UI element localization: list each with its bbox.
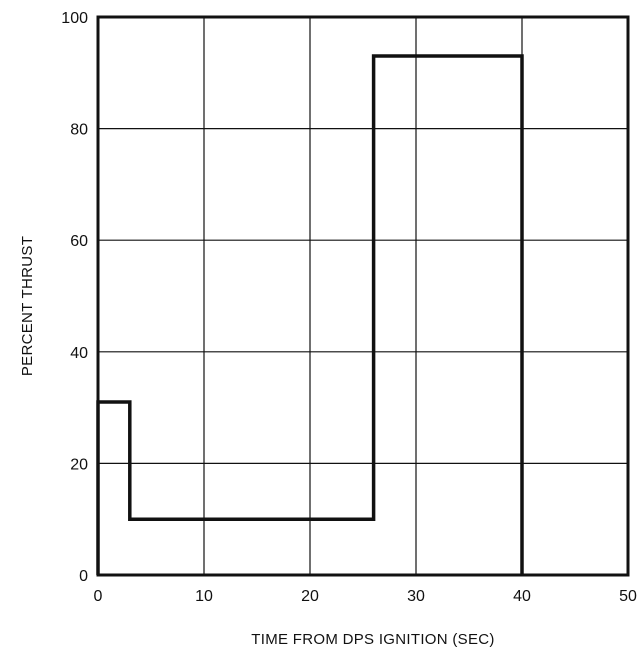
- x-axis-title: TIME FROM DPS IGNITION (SEC): [251, 631, 494, 648]
- y-tick-label: 40: [70, 345, 88, 362]
- x-tick-label: 30: [407, 588, 425, 605]
- tick-labels: 0 10 20 30 40 50 0 20 40 60 80 100: [61, 10, 637, 605]
- grid-lines: [98, 17, 628, 575]
- x-tick-label: 50: [619, 588, 637, 605]
- y-axis-title: PERCENT THRUST: [19, 236, 36, 376]
- x-tick-label: 40: [513, 588, 531, 605]
- x-tick-label: 10: [195, 588, 213, 605]
- y-tick-label: 0: [79, 568, 88, 585]
- y-tick-label: 60: [70, 233, 88, 250]
- y-tick-label: 20: [70, 456, 88, 473]
- plot-frame: [96, 15, 630, 577]
- y-tick-label: 80: [70, 122, 88, 139]
- x-tick-label: 0: [94, 588, 103, 605]
- y-tick-label: 100: [61, 10, 88, 27]
- thrust-step-line: [96, 54, 524, 575]
- x-tick-label: 20: [301, 588, 319, 605]
